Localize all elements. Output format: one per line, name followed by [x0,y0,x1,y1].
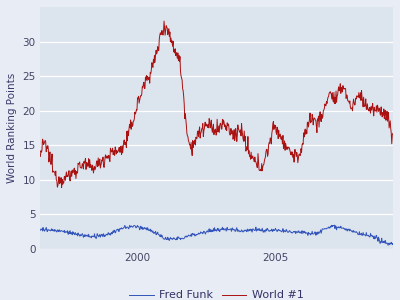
Y-axis label: World Ranking Points: World Ranking Points [7,73,17,183]
Legend: Fred Funk, World #1: Fred Funk, World #1 [125,286,308,300]
Line: World #1: World #1 [40,21,393,188]
Line: Fred Funk: Fred Funk [40,225,393,245]
